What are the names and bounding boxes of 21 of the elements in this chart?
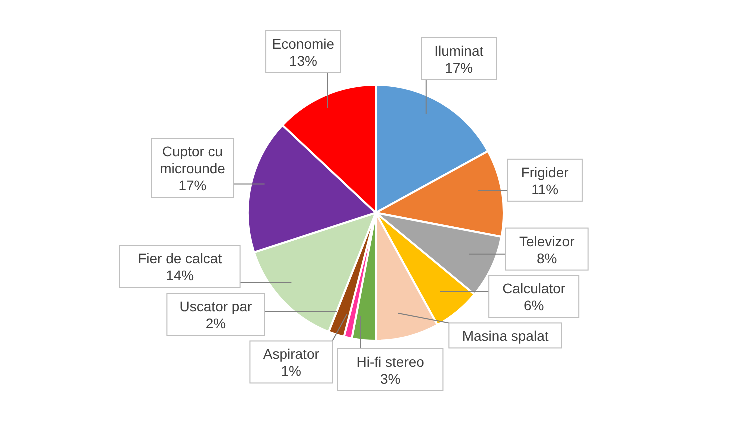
data-label: 1% — [281, 363, 302, 380]
data-label: 13% — [289, 52, 318, 69]
slice-label: Televizor — [520, 233, 576, 250]
slice-label: Economie — [272, 36, 335, 52]
slice-label: Frigider — [521, 164, 570, 180]
slice-label: Iluminat — [434, 42, 484, 59]
slice-label: Hi-fi stereo — [356, 354, 425, 370]
data-label: 17% — [178, 178, 207, 194]
slice-label: Fier de calcat — [138, 250, 222, 267]
slice-label: Aspirator — [263, 346, 320, 362]
data-label: 8% — [537, 250, 558, 266]
slice-label: Cuptor cu microunde — [160, 144, 226, 177]
data-label: 14% — [166, 268, 194, 284]
data-label: 11% — [532, 181, 559, 198]
data-label: 6% — [524, 298, 544, 314]
slice-label: Uscator par — [180, 298, 252, 315]
slice-label: Calculator — [502, 280, 566, 297]
slice-label: Masina spalat — [462, 328, 549, 344]
data-label: 2% — [206, 316, 226, 332]
data-label: 17% — [445, 60, 474, 76]
data-label: 3% — [380, 370, 401, 387]
